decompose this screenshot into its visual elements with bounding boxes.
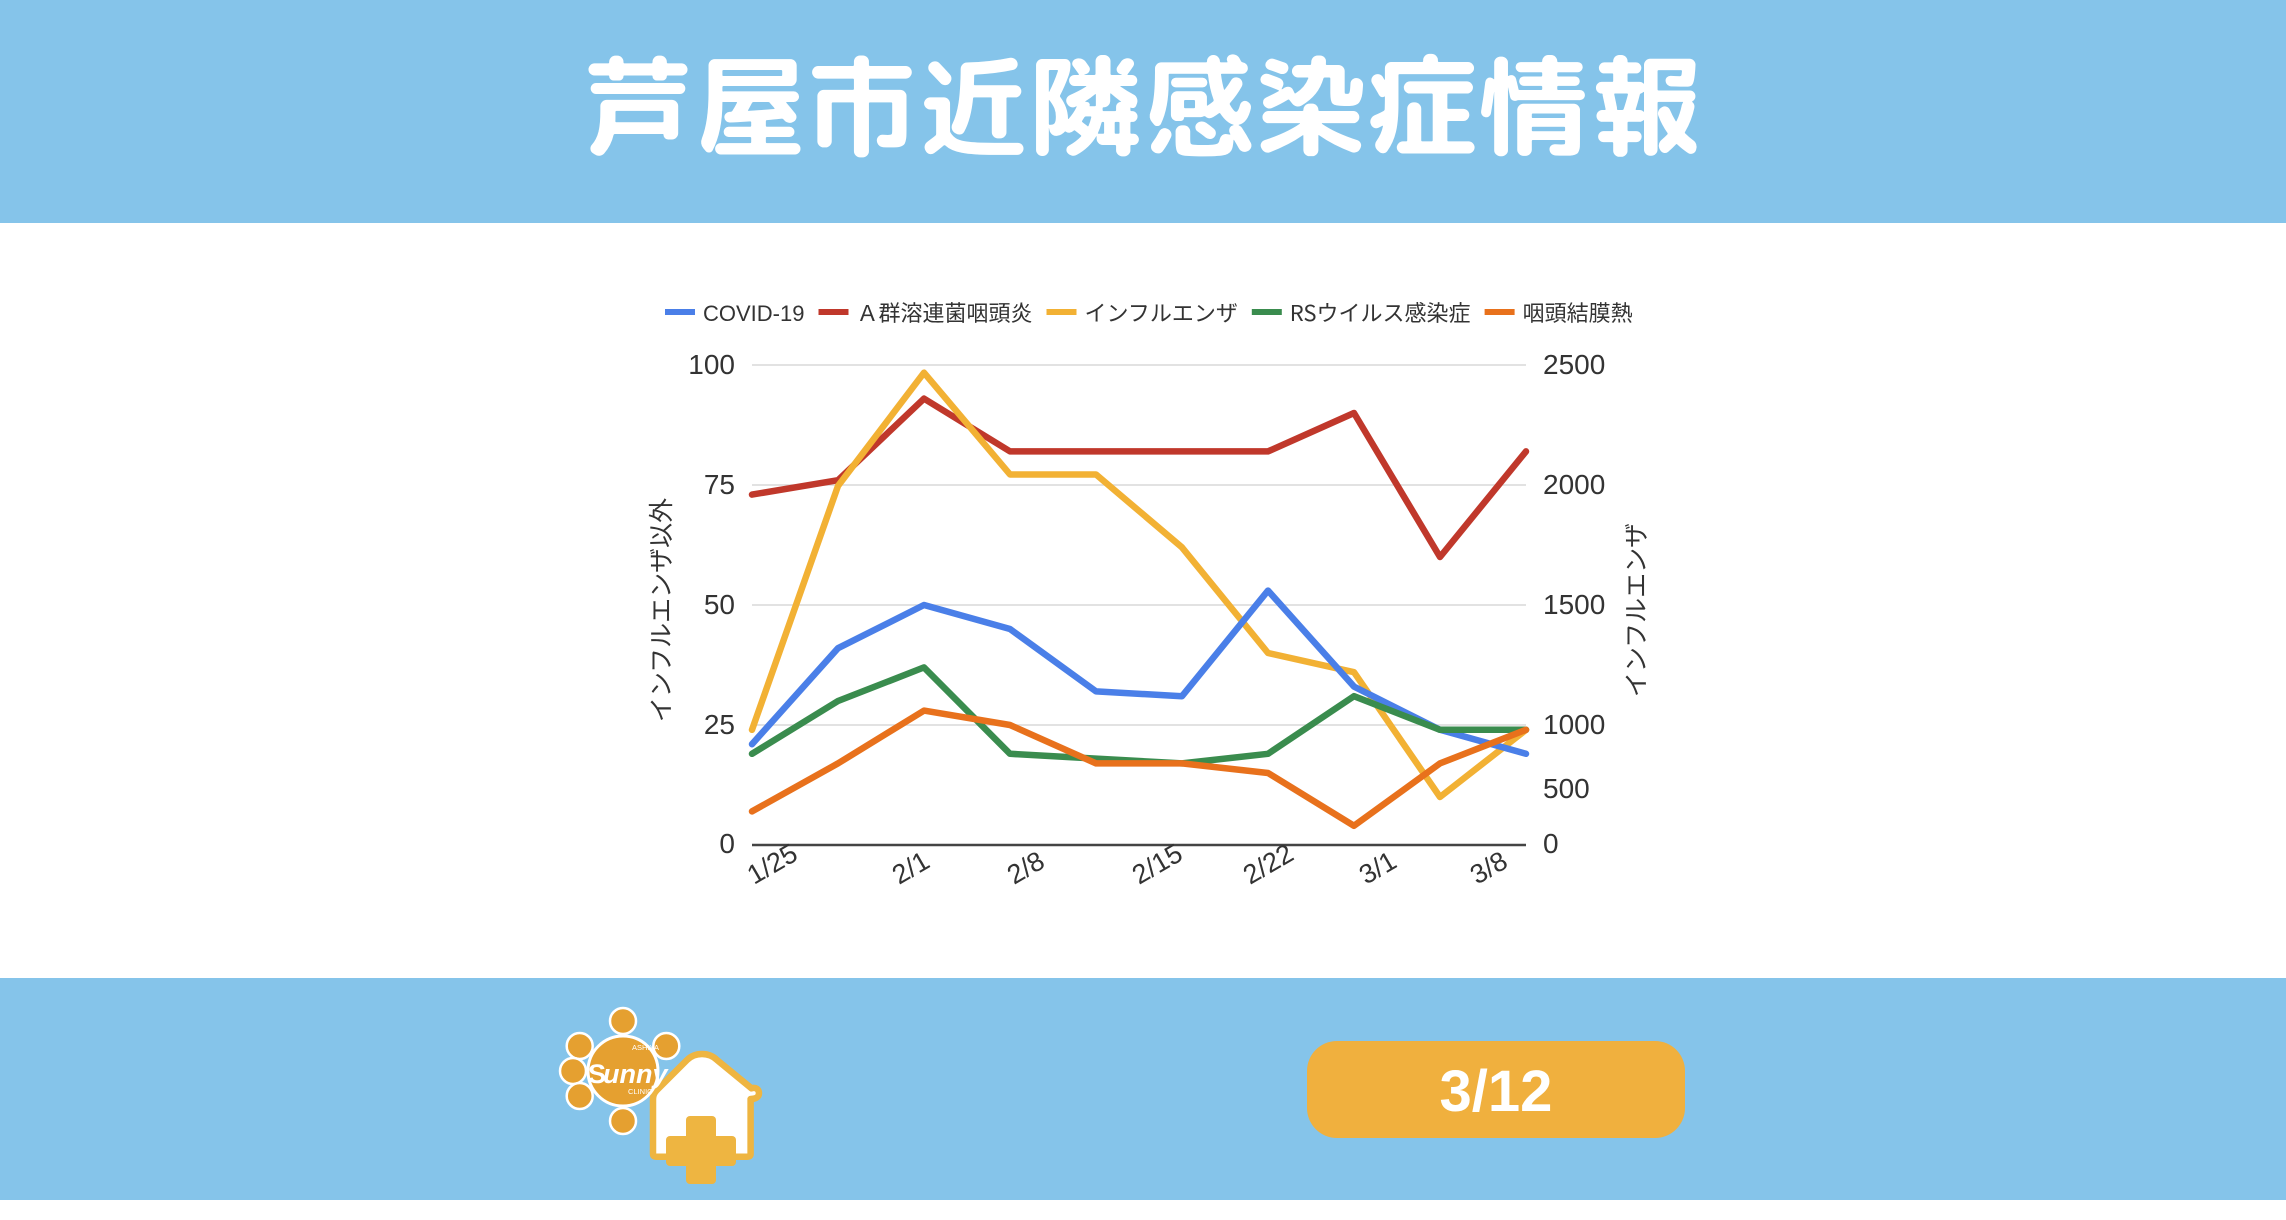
svg-text:インフルエンザ: インフルエンザ: [1085, 296, 1238, 328]
svg-text:インフルエンザ: インフルエンザ: [1617, 523, 1653, 697]
svg-text:50: 50: [704, 589, 735, 620]
svg-text:3/8: 3/8: [1465, 845, 1513, 890]
svg-text:75: 75: [704, 469, 735, 500]
svg-text:1500: 1500: [1543, 589, 1605, 620]
svg-text:Ａ群溶連菌咽頭炎: Ａ群溶連菌咽頭炎: [857, 296, 1033, 328]
svg-text:25: 25: [704, 709, 735, 740]
svg-text:100: 100: [688, 349, 735, 380]
svg-text:2/8: 2/8: [1002, 845, 1050, 890]
svg-text:咽頭結膜熱: 咽頭結膜熱: [1523, 296, 1633, 328]
svg-text:COVID-19: COVID-19: [703, 301, 804, 326]
svg-text:インフルエンザ以外: インフルエンザ以外: [642, 498, 678, 722]
svg-text:0: 0: [1543, 828, 1559, 859]
svg-text:500: 500: [1543, 773, 1590, 804]
svg-text:2000: 2000: [1543, 469, 1605, 500]
svg-text:2/1: 2/1: [887, 845, 935, 890]
svg-text:RSウイルス感染症: RSウイルス感染症: [1290, 296, 1471, 328]
svg-text:3/1: 3/1: [1354, 845, 1402, 890]
svg-text:2500: 2500: [1543, 349, 1605, 380]
svg-text:0: 0: [719, 828, 735, 859]
svg-text:1000: 1000: [1543, 709, 1605, 740]
